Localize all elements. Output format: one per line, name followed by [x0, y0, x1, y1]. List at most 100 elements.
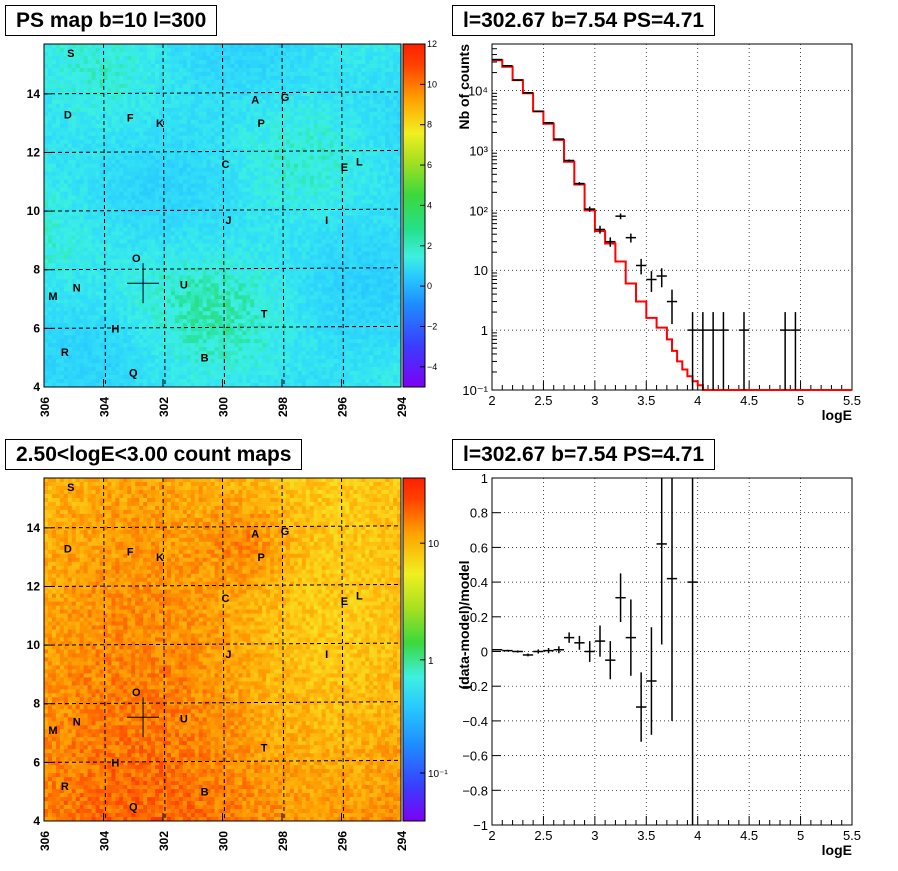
heatmap-cell — [63, 219, 69, 224]
heatmap-cell — [397, 51, 402, 57]
heatmap-cell — [47, 183, 53, 188]
heatmap-cell — [349, 183, 354, 188]
heatmap-cell — [218, 247, 223, 252]
heatmap-cell — [135, 195, 140, 200]
heatmap-cell — [365, 103, 370, 109]
heatmap-cell — [301, 251, 307, 256]
heatmap-cell — [337, 151, 342, 157]
heatmap-cell — [166, 67, 172, 73]
heatmap-cell — [238, 91, 243, 97]
heatmap-cell — [166, 187, 172, 192]
heatmap-cell — [278, 223, 283, 228]
heatmap-cell — [139, 67, 144, 73]
heatmap-cell — [166, 75, 172, 81]
heatmap-cell — [246, 99, 251, 105]
heatmap-cell — [71, 51, 77, 57]
heatmap-cell — [297, 71, 303, 77]
heatmap-cell — [206, 263, 211, 268]
heatmap-cell — [198, 107, 204, 113]
heatmap-cell — [393, 203, 398, 208]
heatmap-cell — [163, 203, 168, 208]
heatmap-cell — [214, 247, 219, 252]
heatmap-cell — [361, 203, 366, 208]
heatmap-cell — [238, 143, 243, 149]
heatmap-cell — [282, 155, 287, 161]
heatmap-cell — [91, 127, 96, 133]
heatmap-cell — [333, 95, 338, 101]
heatmap-cell — [119, 91, 124, 97]
heatmap-cell — [206, 251, 211, 256]
heatmap-cell — [357, 63, 362, 69]
heatmap-cell — [47, 179, 53, 184]
heatmap-cell — [305, 135, 311, 141]
heatmap-cell — [71, 115, 77, 121]
heatmap-cell — [79, 59, 85, 65]
heatmap-cell — [258, 187, 263, 192]
heatmap-cell — [349, 199, 354, 204]
heatmap-cell — [59, 239, 65, 244]
heatmap-cell — [393, 159, 398, 165]
heatmap-cell — [91, 167, 96, 173]
heatmap-cell — [214, 263, 219, 268]
heatmap-cell — [71, 171, 77, 177]
heatmap-cell — [91, 67, 96, 73]
heatmap-cell — [139, 195, 144, 200]
heatmap-cell — [285, 247, 291, 252]
heatmap-cell — [87, 243, 92, 248]
heatmap-cell — [313, 187, 319, 192]
heatmap-cell — [238, 215, 243, 220]
heatmap-cell — [345, 143, 350, 149]
heatmap-cell — [385, 195, 390, 200]
heatmap-cell — [289, 159, 295, 165]
heatmap-cell — [297, 119, 303, 125]
heatmap-cell — [309, 151, 315, 157]
heatmap-cell — [143, 119, 148, 125]
heatmap-cell — [155, 63, 160, 69]
heatmap-cell — [59, 59, 65, 65]
heatmap-cell — [381, 203, 386, 208]
heatmap-cell — [246, 167, 251, 173]
heatmap-cell — [329, 175, 334, 181]
heatmap-cell — [234, 251, 239, 256]
heatmap-cell — [246, 171, 251, 177]
heatmap-cell — [270, 71, 275, 77]
heatmap-cell — [397, 91, 402, 97]
heatmap-cell — [317, 103, 323, 109]
heatmap-cell — [143, 71, 148, 77]
heatmap-cell — [345, 219, 350, 224]
heatmap-cell — [393, 143, 398, 149]
heatmap-cell — [151, 167, 156, 173]
heatmap-cell — [206, 255, 211, 260]
heatmap-cell — [337, 55, 342, 61]
heatmap-cell — [63, 151, 69, 157]
heatmap-cell — [270, 231, 275, 236]
heatmap-cell — [349, 87, 354, 93]
heatmap-cell — [270, 143, 275, 149]
heatmap-cell — [198, 55, 204, 61]
heatmap-cell — [170, 239, 176, 244]
heatmap-cell — [214, 131, 219, 137]
heatmap-cell — [270, 207, 275, 212]
heatmap-cell — [293, 183, 299, 188]
heatmap-cell — [139, 111, 144, 117]
heatmap-cell — [329, 67, 334, 73]
heatmap-cell — [238, 247, 243, 252]
heatmap-cell — [353, 99, 358, 105]
heatmap-cell — [389, 151, 394, 157]
heatmap-cell — [250, 159, 255, 165]
heatmap-cell — [270, 111, 275, 117]
heatmap-cell — [79, 215, 85, 220]
heatmap-cell — [103, 143, 108, 149]
heatmap-cell — [329, 111, 334, 117]
heatmap-cell — [210, 107, 215, 113]
heatmap-cell — [79, 119, 85, 125]
heatmap-cell — [369, 251, 374, 256]
heatmap-cell — [349, 227, 354, 232]
heatmap-cell — [258, 243, 263, 248]
heatmap-cell — [325, 99, 330, 105]
heatmap-cell — [194, 103, 200, 109]
heatmap-cell — [325, 227, 330, 232]
heatmap-cell — [166, 155, 172, 161]
heatmap-cell — [51, 155, 57, 161]
heatmap-cell — [143, 115, 148, 121]
